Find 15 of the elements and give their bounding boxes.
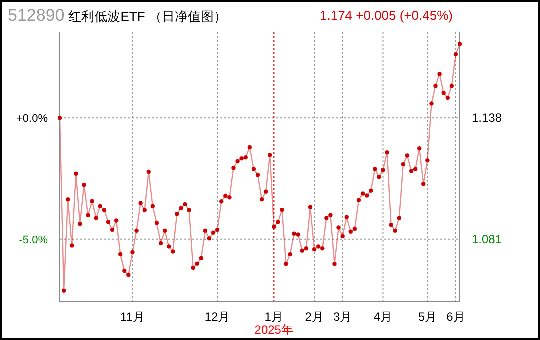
x-tick-label: 3月 bbox=[333, 310, 352, 324]
x-tick-label: 5月 bbox=[418, 310, 438, 324]
x-tick-label: 6月 bbox=[446, 310, 466, 324]
y-tick-label: +0.0% bbox=[16, 113, 48, 126]
x-tick-label: 2月 bbox=[305, 310, 324, 324]
ref-line-label: 2025年 bbox=[254, 323, 294, 337]
x-tick-label: 4月 bbox=[374, 310, 393, 324]
y-tick-label: -5.0% bbox=[19, 234, 48, 246]
y2-tick-label: 1.138 bbox=[472, 111, 502, 126]
chart-title: 512890 红利低波ETF （日净值图） bbox=[8, 6, 227, 25]
x-tick-label: 12月 bbox=[204, 310, 230, 324]
x-tick-label: 11月 bbox=[120, 310, 145, 324]
x-tick-label: 1月 bbox=[264, 310, 284, 324]
chart-subtitle: 1.174 +0.005 (+0.45%) bbox=[320, 8, 453, 23]
y2-tick-label: 1.081 bbox=[472, 232, 502, 246]
